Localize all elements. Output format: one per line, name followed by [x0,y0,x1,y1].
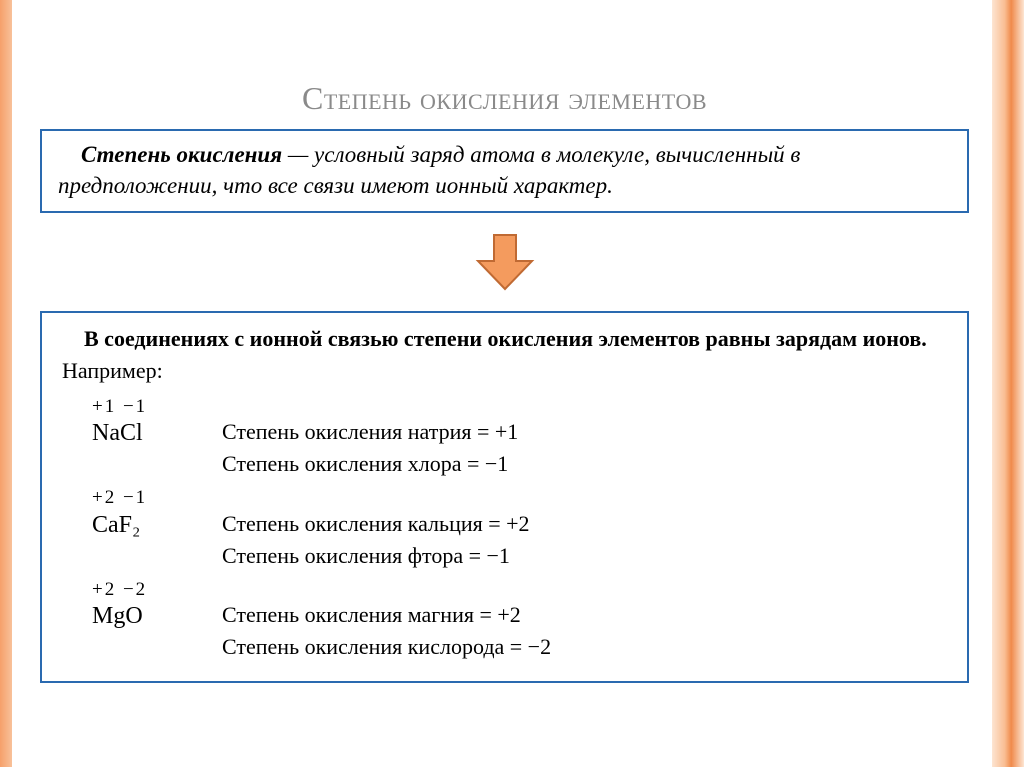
ox-line: Степень окисления хлора = −1 [222,448,518,480]
ox-lines-3: Степень окисления магния = +2 Степень ок… [222,599,551,663]
content-box: В соединениях с ионной связью степени ок… [40,311,969,683]
content-intro-bold: В соединениях с ионной связью степени ок… [84,326,927,351]
definition-box: Степень окисления — условный заряд атома… [40,129,969,213]
ox-lines-1: Степень окисления натрия = +1 Степень ок… [222,416,518,480]
formula-1: NaCl [92,416,222,451]
ox-line: Степень окисления фтора = −1 [222,540,530,572]
accent-bar-left [0,0,12,767]
definition-lead: Степень окисления [81,142,282,167]
content-intro-tail: Например: [62,358,163,383]
ox-lines-2: Степень окисления кальция = +2 Степень о… [222,508,530,572]
definition-text: Степень окисления — условный заряд атома… [58,139,951,201]
ox-line: Степень окисления кислорода = −2 [222,631,551,663]
compound-block-2: +2 −1 CaF₂ Степень окисления кальция = +… [92,484,947,571]
accent-bar-right [992,0,1024,767]
formula-2: CaF₂ [92,508,222,543]
formula-3: MgO [92,599,222,634]
down-arrow-icon [470,231,540,293]
compound-block-1: +1 −1 NaCl Степень окисления натрия = +1… [92,393,947,480]
ox-line: Степень окисления кальция = +2 [222,508,530,540]
slide-title: Степень окисления элементов [30,80,979,117]
ox-line: Степень окисления натрия = +1 [222,416,518,448]
ox-line: Степень окисления магния = +2 [222,599,551,631]
content-intro: В соединениях с ионной связью степени ок… [62,323,947,387]
slide-area: Степень окисления элементов Степень окис… [30,30,979,737]
compound-block-3: +2 −2 MgO Степень окисления магния = +2 … [92,576,947,663]
arrow-container [30,231,979,293]
